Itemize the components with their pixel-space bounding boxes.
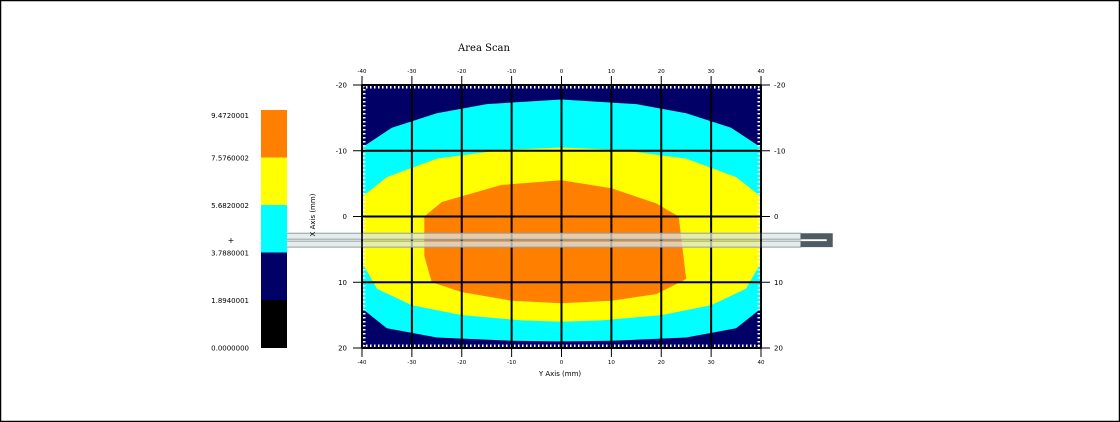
y-tick-label-right-4: 20 xyxy=(774,345,783,353)
legend-level-5: 0.0000000 xyxy=(211,345,249,353)
legend-level-3: 3.7880001 xyxy=(211,250,249,258)
probe-arm-upper xyxy=(261,232,802,240)
x-tick-label-top-4: 0 xyxy=(560,69,564,75)
y-tick-label-left-2: 0 xyxy=(343,213,347,221)
legend-swatch-1 xyxy=(261,157,287,206)
x-axis-label: Y Axis (mm) xyxy=(538,370,582,378)
x-tick-label-top-2: -20 xyxy=(457,69,466,75)
x-tick-label-bottom-4: 0 xyxy=(560,360,564,366)
x-tick-label-bottom-6: 20 xyxy=(658,360,665,366)
legend-swatch-3 xyxy=(261,252,287,301)
x-tick-label-top-3: -10 xyxy=(507,69,516,75)
legend-swatch-0 xyxy=(261,110,287,158)
y-axis-label: X Axis (mm) xyxy=(309,193,317,236)
color-legend: 9.4720001 7.5760002 5.6820002 3.7880001 1.89… xyxy=(211,110,287,353)
x-tick-label-bottom-8: 40 xyxy=(758,360,765,366)
x-tick-label-top-1: -30 xyxy=(407,69,416,75)
probe-arm-lower xyxy=(261,240,802,248)
x-tick-label-top-5: 10 xyxy=(608,69,615,75)
y-tick-label-right-0: -20 xyxy=(774,82,785,90)
x-tick-label-bottom-1: -30 xyxy=(407,360,416,366)
y-tick-label-right-3: 10 xyxy=(774,279,783,287)
legend-swatch-2 xyxy=(261,205,287,253)
legend-level-4: 1.8940001 xyxy=(211,297,249,305)
x-tick-label-top-7: 30 xyxy=(708,69,715,75)
x-tick-label-top-6: 20 xyxy=(658,69,665,75)
y-tick-label-left-1: -10 xyxy=(336,147,347,155)
chart-title: Area Scan xyxy=(457,43,510,54)
legend-level-0: 9.4720001 xyxy=(211,112,249,120)
axes: -40 -40 -30 -30 -20 -20 -10 -10 0 0 10 10 20 20 30 30 40… xyxy=(336,69,786,366)
x-tick-label-bottom-0: -40 xyxy=(358,360,367,366)
y-tick-label-left-0: -20 xyxy=(336,82,347,90)
legend-level-2: 5.6820002 xyxy=(211,202,249,210)
y-tick-label-left-3: 10 xyxy=(338,279,347,287)
x-tick-label-top-0: -40 xyxy=(358,69,367,75)
probe-tip xyxy=(800,233,833,248)
y-tick-label-right-1: -10 xyxy=(774,147,785,155)
legend-level-1: 7.5760002 xyxy=(211,155,249,163)
plot-area xyxy=(261,84,833,349)
x-tick-label-bottom-5: 10 xyxy=(608,360,615,366)
legend-marker: + xyxy=(228,236,235,245)
y-tick-label-right-2: 0 xyxy=(774,213,778,221)
y-tick-label-left-4: 20 xyxy=(338,345,347,353)
x-tick-label-bottom-2: -20 xyxy=(457,360,466,366)
x-tick-label-top-8: 40 xyxy=(758,69,765,75)
x-tick-label-bottom-7: 30 xyxy=(708,360,715,366)
legend-swatch-4 xyxy=(261,300,287,348)
x-tick-label-bottom-3: -10 xyxy=(507,360,516,366)
